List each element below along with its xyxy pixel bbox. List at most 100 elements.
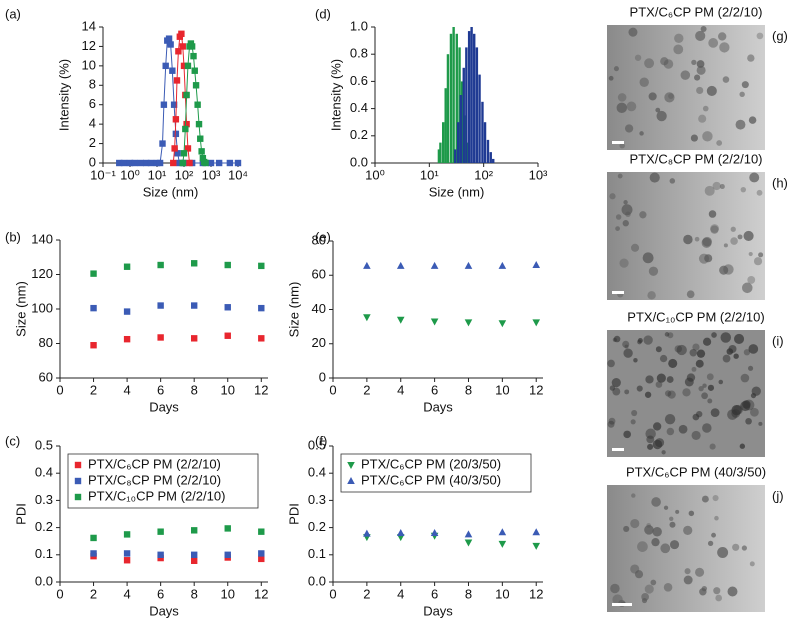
image-title: PTX/C₆CP PM (2/2/10) bbox=[630, 4, 763, 19]
particle bbox=[695, 567, 705, 577]
y-tick-label: 0.4 bbox=[308, 465, 326, 480]
particle bbox=[639, 131, 644, 136]
y-tick-label: 1.0 bbox=[350, 18, 368, 33]
marker bbox=[258, 528, 265, 535]
marker bbox=[178, 30, 185, 37]
x-axis-label: Days bbox=[423, 399, 453, 414]
x-tick-label: 10³ bbox=[529, 167, 548, 182]
particle bbox=[719, 265, 729, 275]
image-background bbox=[607, 485, 765, 612]
y-tick-label: 0.1 bbox=[35, 546, 53, 561]
legend-swatch bbox=[74, 461, 82, 469]
particle bbox=[622, 220, 629, 227]
particle bbox=[648, 92, 657, 101]
particle bbox=[758, 421, 763, 426]
particle bbox=[652, 439, 663, 450]
x-tick-label: 2 bbox=[363, 586, 370, 601]
particle bbox=[649, 172, 660, 183]
x-tick-label: 2 bbox=[90, 586, 97, 601]
particle bbox=[702, 236, 712, 247]
particle bbox=[758, 252, 764, 258]
y-tick-label: 140 bbox=[31, 231, 53, 246]
y-tick-label: 0.5 bbox=[308, 437, 326, 452]
particle bbox=[642, 252, 654, 264]
marker bbox=[170, 101, 178, 108]
marker bbox=[190, 260, 198, 267]
particle bbox=[674, 33, 684, 44]
particle bbox=[698, 385, 704, 392]
marker bbox=[131, 159, 138, 167]
particle bbox=[753, 257, 763, 266]
particle bbox=[717, 547, 729, 559]
marker bbox=[157, 554, 164, 562]
y-tick-label: 0 bbox=[89, 154, 96, 169]
x-tick-label: 10¹ bbox=[148, 167, 167, 182]
particle bbox=[651, 537, 660, 547]
marker bbox=[157, 261, 164, 269]
marker bbox=[157, 302, 164, 309]
particle bbox=[704, 185, 715, 196]
marker bbox=[123, 308, 131, 315]
legend-swatch bbox=[347, 462, 355, 469]
marker bbox=[190, 527, 198, 534]
particle bbox=[655, 381, 663, 388]
x-tick-label: 12 bbox=[529, 586, 543, 601]
particle bbox=[701, 585, 708, 592]
marker bbox=[176, 159, 183, 167]
bar bbox=[460, 81, 464, 163]
particle bbox=[691, 430, 701, 440]
particle bbox=[691, 366, 697, 372]
particle bbox=[650, 579, 657, 586]
marker bbox=[224, 332, 231, 339]
particle bbox=[608, 75, 614, 81]
particle bbox=[639, 77, 649, 87]
particle bbox=[702, 337, 712, 346]
particle bbox=[616, 102, 628, 114]
bar bbox=[446, 54, 450, 164]
marker bbox=[123, 263, 131, 270]
particle bbox=[648, 266, 659, 276]
particle bbox=[743, 349, 751, 356]
particle bbox=[678, 424, 688, 434]
x-tick-label: 2 bbox=[90, 382, 97, 397]
particle bbox=[711, 532, 716, 538]
marker bbox=[162, 62, 169, 70]
particle bbox=[702, 131, 713, 142]
particle bbox=[645, 375, 654, 384]
panel-label: (c) bbox=[5, 433, 20, 448]
x-tick-label: 8 bbox=[191, 382, 198, 397]
particle bbox=[664, 92, 675, 103]
particle bbox=[666, 427, 675, 436]
marker bbox=[430, 529, 439, 537]
y-tick-label: 40 bbox=[312, 301, 326, 316]
particle bbox=[623, 525, 630, 533]
marker bbox=[120, 159, 128, 167]
scale-bar bbox=[612, 603, 632, 606]
particle bbox=[669, 516, 674, 521]
legend-label: PTX/C₈CP PM (2/2/10) bbox=[88, 472, 221, 487]
particle bbox=[716, 140, 723, 146]
particle bbox=[742, 282, 753, 294]
x-tick-label: 10³ bbox=[202, 167, 221, 182]
particle bbox=[660, 57, 669, 66]
y-tick-label: 2 bbox=[89, 135, 96, 150]
bar bbox=[486, 139, 490, 163]
bar bbox=[459, 95, 463, 163]
particle bbox=[675, 509, 680, 514]
y-axis-label: PDI bbox=[286, 503, 301, 525]
marker bbox=[199, 154, 207, 162]
x-tick-label: 10⁰ bbox=[120, 167, 140, 182]
x-tick-label: 6 bbox=[157, 586, 164, 601]
particle bbox=[619, 258, 629, 268]
series-line bbox=[182, 42, 206, 164]
marker bbox=[90, 270, 97, 277]
particle bbox=[740, 186, 747, 193]
marker bbox=[532, 542, 541, 550]
particle bbox=[637, 541, 648, 552]
particle bbox=[683, 525, 693, 535]
particle bbox=[701, 392, 708, 400]
particle bbox=[682, 388, 691, 397]
y-tick-label: 80 bbox=[312, 232, 326, 247]
x-tick-label: 12 bbox=[529, 382, 543, 397]
marker bbox=[190, 52, 197, 60]
